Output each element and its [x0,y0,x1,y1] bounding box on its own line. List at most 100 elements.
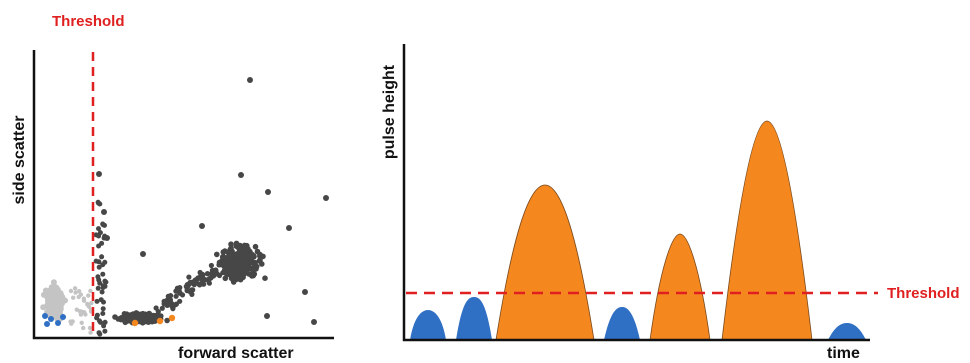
dark-event-dot [177,298,183,304]
dark-event-dot [94,312,100,318]
dark-event-dot [101,209,107,215]
light-event-dot [79,320,84,325]
dark-event-dot [245,255,251,261]
dark-event-dot [222,275,229,282]
light-event-dot [68,288,74,294]
scatter-axes [32,50,334,340]
pulses [410,120,866,341]
dark-event-dot [98,319,103,325]
dark-event-dot [233,240,240,247]
pulse-axes [402,44,870,342]
dark-event-dot [232,257,239,263]
dark-event-dot [102,278,108,284]
dark-event-dot [121,311,128,317]
dark-event-dot [247,259,254,266]
dark-event-dot [200,272,206,278]
light-event-dot [72,286,78,291]
light-event-dot [55,307,62,314]
dark-event-dot [286,225,292,231]
dark-event-dot [221,269,228,276]
orange-event-dot [131,319,139,327]
light-event-dot [87,304,92,309]
dark-event-dot [234,251,240,257]
time-axis-label: time [827,345,860,362]
dark-event-dot [98,297,104,303]
dark-event-dot [302,289,308,295]
blue-event-dot [60,314,66,320]
pulse-threshold-label: Threshold [887,285,960,302]
side-scatter-axis-label: side scatter [11,116,28,205]
dark-event-dot [186,274,192,280]
small-pulse-3 [604,307,640,340]
light-event-dot [88,330,93,335]
scatter-threshold-label: Threshold [52,13,125,30]
dark-event-dot [235,275,241,281]
dark-event-dot [159,305,165,311]
dark-event-dot [262,275,268,282]
orange-event-dot [168,314,176,322]
light-event-dot [88,288,93,294]
dark-event-dot [97,331,103,337]
blue-event-dots [42,313,66,327]
dark-event-dot [199,223,205,229]
large-pulse-1 [495,184,595,341]
dark-event-dot [96,243,102,249]
dark-event-dot [254,248,261,255]
dark-event-dot [97,201,103,207]
dark-event-dot [250,267,256,273]
dark-event-dot [102,319,108,325]
small-pulse-1 [410,310,446,340]
dark-event-dot [228,275,235,282]
dark-event-dot [102,328,108,334]
dark-event-dot [208,262,214,269]
dark-event-dot [264,313,270,319]
small-pulse-2 [456,297,492,340]
dark-event-dot [115,316,122,322]
dark-event-dot [184,288,190,294]
dark-event-dot [260,253,266,260]
pulse-panel: pulse height time Threshold [381,44,960,362]
dark-event-dot [99,289,105,295]
dark-event-dot [238,172,244,178]
dark-event-dot [214,251,220,258]
dark-event-dot [214,271,220,277]
dark-event-dot [100,271,106,277]
light-event-dot [62,297,68,304]
dark-event-dot [206,276,212,282]
small-pulse-4 [828,323,866,340]
blue-event-dot [42,313,48,319]
dark-event-dot [175,288,181,294]
dark-event-dot [96,277,102,283]
dark-event-dot [228,245,234,251]
pulse-height-axis-label: pulse height [381,64,398,159]
dark-event-dot [227,250,233,257]
dark-event-dot [173,293,179,299]
dark-event-dot [170,306,176,312]
dark-event-dot [99,254,105,260]
large-pulse-3 [721,120,813,341]
dark-event-dot [100,262,106,268]
orange-event-dots [131,314,176,327]
dark-event-dot [96,264,102,270]
dark-event-dot [104,235,110,241]
dark-event-dot [249,273,255,279]
dark-event-dot [323,195,329,201]
light-event-dot [76,294,81,300]
dark-event-dot [208,271,214,277]
light-event-dot [40,291,47,298]
dark-event-dot [311,319,317,325]
dark-event-dot [140,251,146,257]
dark-event-dot [145,313,152,320]
dark-event-dot [220,249,227,255]
dark-event-dot [192,280,199,286]
dark-event-dot [228,241,234,247]
dark-event-dot [128,314,135,321]
light-event-dot [81,325,86,331]
light-event-dot [76,289,82,294]
dark-event-dot [95,285,101,291]
dark-event-cloud [93,77,329,337]
light-event-dot [46,304,53,311]
dark-event-dot [96,171,102,177]
forward-scatter-axis-label: forward scatter [178,345,294,362]
